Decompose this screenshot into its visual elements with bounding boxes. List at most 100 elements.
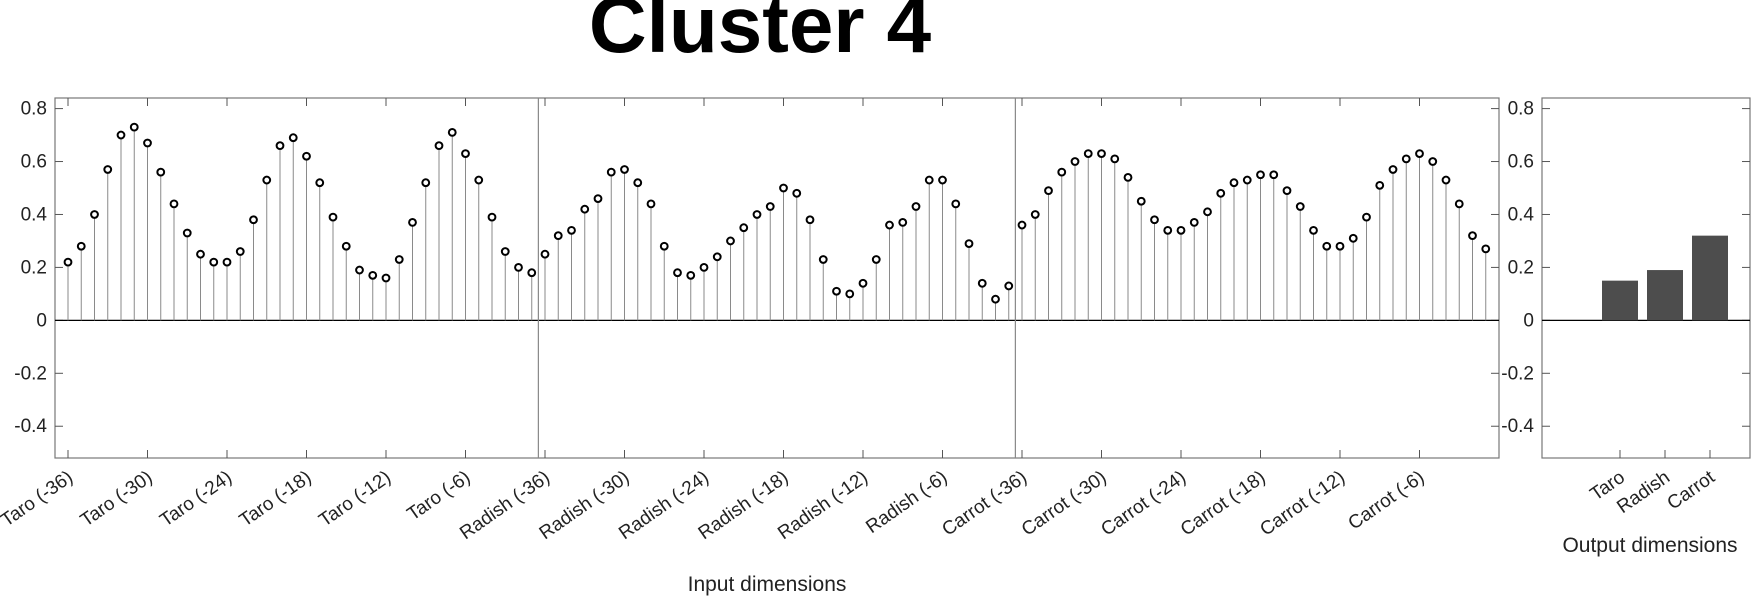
- stem-marker: [1030, 210, 1040, 219]
- stem-marker: [845, 289, 855, 299]
- stem-marker: [991, 294, 1000, 304]
- main-x-tick-label: Taro (-6): [404, 467, 475, 525]
- stem-marker: [924, 175, 934, 185]
- main-x-tick-label: Radish (-6): [862, 467, 951, 538]
- stem-marker: [103, 165, 113, 174]
- stem-marker: [129, 122, 139, 132]
- stem-marker: [1070, 157, 1080, 166]
- stem-marker: [1110, 154, 1120, 164]
- stem-marker: [1428, 157, 1438, 166]
- main-x-tick-label: Carrot (-36): [938, 467, 1030, 541]
- main-y-tick-label: 0.6: [21, 152, 47, 173]
- stem-marker: [63, 257, 73, 267]
- stem-marker: [858, 278, 868, 288]
- stem-marker: [249, 215, 258, 225]
- side-y-tick-label: 0.6: [1508, 152, 1534, 173]
- chart-title: Cluster 4: [589, 0, 932, 69]
- stem-marker: [792, 188, 802, 198]
- stem-marker: [434, 141, 444, 151]
- main-x-tick-label: Carrot (-18): [1177, 467, 1269, 541]
- stem-marker: [1123, 173, 1133, 182]
- stem-marker: [461, 149, 470, 158]
- stem-marker: [898, 218, 908, 227]
- stem-marker: [76, 241, 86, 251]
- main-y-tick-label: 0.4: [21, 204, 48, 225]
- stem-marker: [1441, 175, 1451, 185]
- stem-marker: [262, 175, 272, 185]
- stem-marker: [447, 128, 457, 137]
- main-x-tick-label: Taro (-18): [236, 467, 316, 531]
- bar-taro: [1602, 280, 1638, 321]
- stem-marker: [606, 167, 616, 177]
- main-x-tick-label: Taro (-12): [315, 467, 395, 531]
- stem-marker: [1150, 215, 1159, 225]
- stem-marker: [726, 236, 735, 246]
- stem-marker: [1468, 231, 1477, 241]
- stem-marker: [620, 165, 629, 174]
- stem-marker: [1282, 186, 1292, 196]
- main-x-tick-label: Carrot (-30): [1018, 467, 1110, 541]
- bar-radish: [1647, 270, 1683, 321]
- stem-marker: [938, 175, 947, 185]
- stem-marker: [143, 138, 152, 148]
- input-dimensions-plot: -0.4 -0.2 0 0.2 0.4 0.6 0.8 Taro (-36) Taro (-30…: [0, 97, 1500, 544]
- stem-marker: [1017, 220, 1027, 230]
- stem-marker: [1401, 154, 1411, 164]
- side-x-tick-label: Radish: [1613, 467, 1674, 518]
- stem-marker: [871, 255, 881, 264]
- side-y-tick-label: -0.4: [1501, 416, 1534, 437]
- main-x-tick-label: Carrot (-6): [1345, 467, 1429, 534]
- side-y-tick-label: 0.2: [1508, 257, 1534, 278]
- main-x-tick-label: Taro (-24): [156, 467, 236, 531]
- stem-marker: [712, 252, 722, 262]
- stem-marker: [514, 263, 523, 272]
- stem-marker: [1415, 149, 1424, 158]
- main-plot-frame: [54, 97, 1500, 459]
- stem-marker: [1097, 149, 1106, 158]
- stem-marker: [169, 199, 179, 209]
- stem-marker: [235, 247, 245, 256]
- stem-marker: [885, 220, 894, 230]
- main-y-tick-label: 0.2: [21, 257, 47, 278]
- main-x-tick-label: Carrot (-12): [1256, 467, 1348, 541]
- stem-marker: [156, 167, 166, 177]
- stem-marker: [593, 194, 603, 203]
- stem-marker: [1295, 202, 1305, 211]
- stem-marker: [752, 210, 762, 219]
- stem-marker: [977, 278, 987, 288]
- stem-marker: [1176, 225, 1186, 235]
- main-y-tick-label: 0: [36, 310, 47, 331]
- stem-marker: [673, 268, 682, 278]
- main-y-tick-label: 0.8: [21, 99, 47, 120]
- main-y-tick-label: -0.2: [14, 363, 47, 384]
- stem-marker: [540, 249, 550, 259]
- stem-marker: [1362, 212, 1371, 222]
- stem-marker: [633, 178, 643, 188]
- stem-marker: [1375, 180, 1385, 190]
- stem-marker: [116, 130, 126, 140]
- stem-marker: [381, 273, 391, 283]
- side-x-tick-label: Carrot: [1664, 466, 1720, 514]
- stem-marker: [1322, 241, 1332, 251]
- stem-marker: [805, 215, 815, 225]
- stem-marker: [487, 212, 497, 222]
- stem-marker: [646, 199, 656, 209]
- stem-marker: [1044, 186, 1053, 196]
- stem-marker: [408, 218, 417, 227]
- stem-marker: [1454, 199, 1464, 209]
- stem-marker: [739, 223, 749, 233]
- stem-marker: [964, 239, 974, 248]
- stem-marker: [832, 286, 841, 296]
- stem-marker: [1335, 241, 1345, 251]
- main-x-tick-label: Taro (-36): [0, 467, 77, 531]
- side-y-tick-label: 0.4: [1508, 204, 1535, 225]
- stem-marker: [368, 270, 378, 280]
- side-x-axis-label: Output dimensions: [1562, 534, 1737, 557]
- stem-marker: [1189, 218, 1199, 227]
- stem-marker: [1242, 175, 1252, 185]
- stem-marker: [911, 202, 921, 211]
- main-x-tick-label: Radish (-12): [774, 467, 872, 544]
- stem-marker: [222, 257, 232, 267]
